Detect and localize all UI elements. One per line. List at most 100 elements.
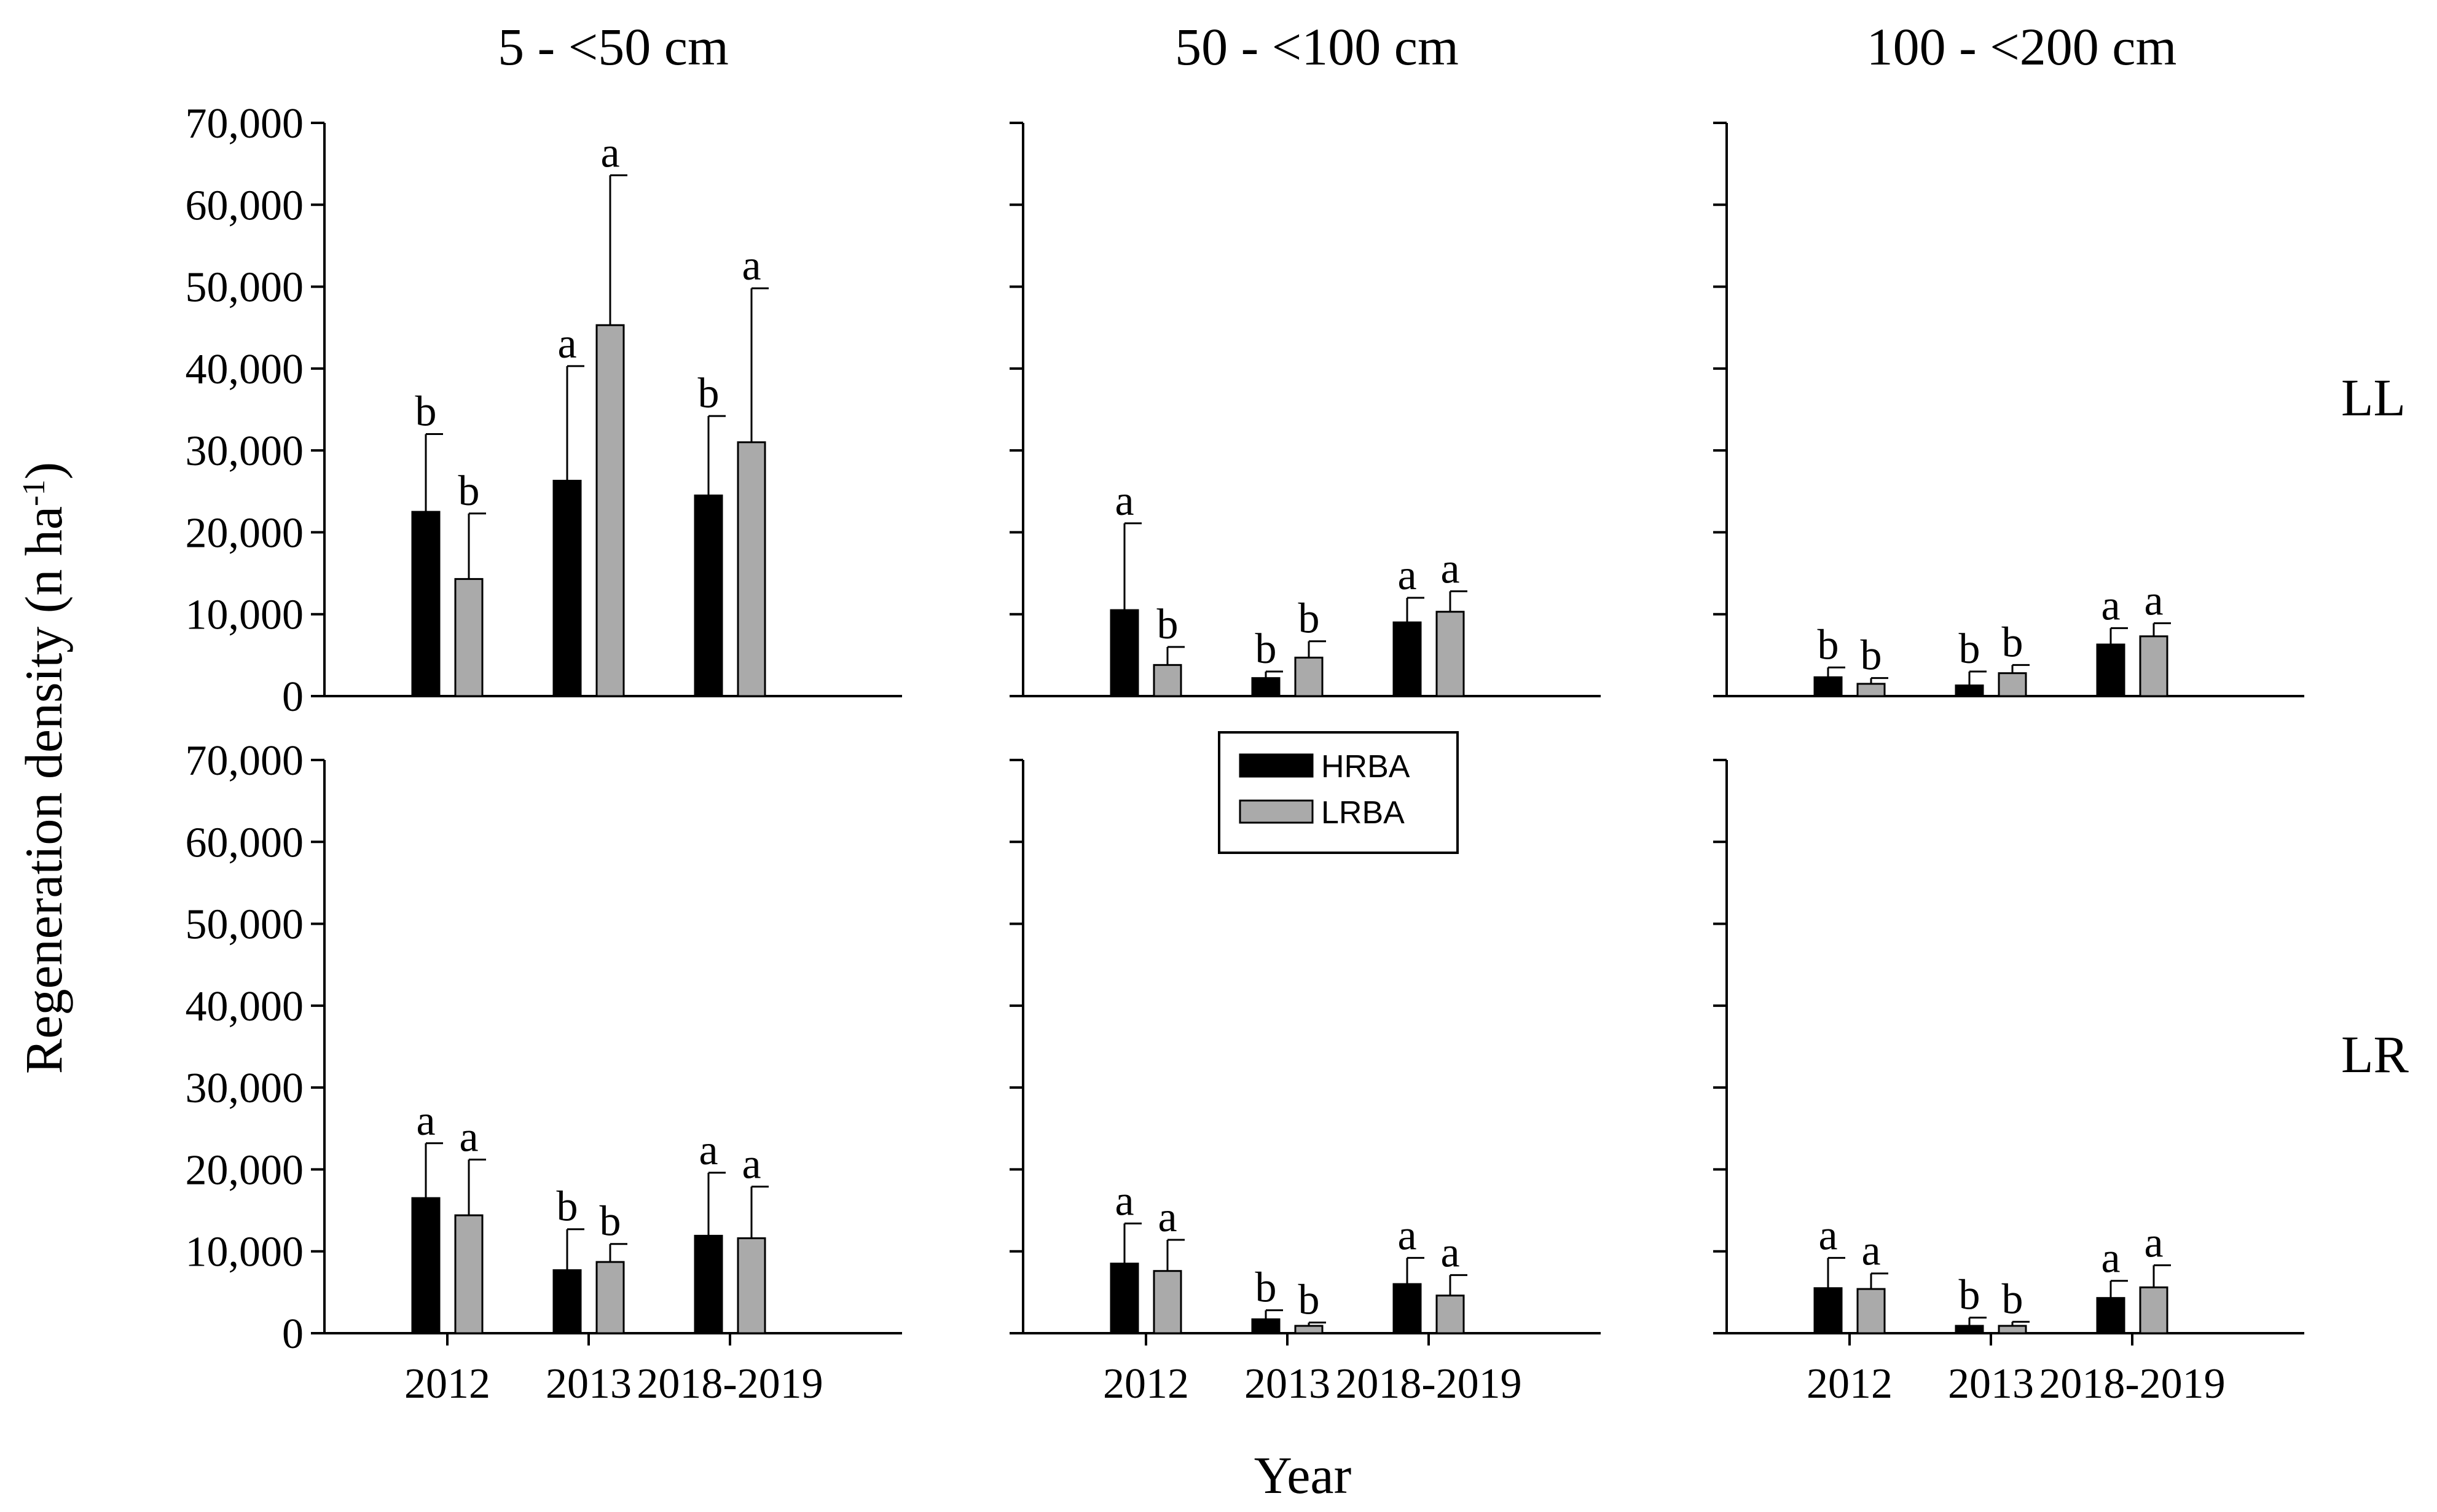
bar-lrba-2013 [1294,656,1324,697]
x-tick-label: 2013 [546,1360,632,1408]
significance-letter: b [1959,1272,1980,1319]
x-tick-label: 2018-2019 [637,1360,823,1408]
y-tick-label: 40,000 [186,983,304,1030]
significance-letter: a [742,1140,761,1188]
panel-r1c0: 0 10,000 20,000 30,000 40,000 50,000 60,000 70,… [186,737,902,1408]
significance-letter: b [415,388,437,435]
column-titles: 5 - <50 cm 50 - <100 cm 100 - <200 cm [498,17,2176,76]
significance-letter: a [699,1127,718,1174]
legend-label-lrba: LRBA [1321,795,1405,831]
bar-lrba-2018-2019 [1435,1295,1465,1334]
bar-hrba-2018-2019 [2096,643,2125,697]
significance-letter: b [2002,1275,2023,1323]
column-title-2: 50 - <100 cm [1175,17,1459,76]
bar-lrba-2012 [454,1214,484,1334]
significance-letter: a [1861,1228,1880,1275]
significance-letter: a [1397,552,1416,599]
bar-hrba-2012 [1813,676,1843,697]
significance-letter: b [557,1183,578,1231]
panel-r0c0: 0 10,000 20,000 30,000 40,000 50,000 60,000 70,… [186,100,902,721]
significance-letter: a [416,1097,435,1145]
bar-hrba-2013 [1955,684,1984,697]
bar-hrba-2012 [1813,1287,1843,1334]
y-axis-label-end: ) [14,462,73,480]
significance-letter: b [1818,621,1839,668]
bar-lrba-2013 [1998,672,2027,697]
bar-hrba-2012 [1110,609,1139,697]
x-tick-label: 2013 [1244,1360,1330,1408]
y-tick-label: 50,000 [186,264,304,311]
x-tick-label: 2012 [404,1360,490,1408]
significance-letter: a [459,1113,478,1161]
bar-lrba-2013 [595,324,625,697]
significance-letter: a [1397,1212,1416,1259]
legend-box [1218,731,1459,854]
bar-lrba-2013 [595,1261,625,1334]
bar-hrba-2013 [552,479,582,697]
bar-lrba-2018-2019 [737,1237,766,1334]
significance-letter: b [1255,625,1277,673]
y-tick-label: 10,000 [186,1229,304,1276]
significance-letter: a [600,129,619,176]
legend: HRBA LRBA [1218,731,1459,854]
y-tick-label: 20,000 [186,509,304,557]
bar-hrba-2013 [552,1269,582,1334]
bar-hrba-2018-2019 [2096,1297,2125,1334]
significance-letter: a [1818,1212,1837,1259]
legend-label-hrba: HRBA [1321,749,1410,785]
y-tick-label: 20,000 [186,1146,304,1194]
significance-letter: b [1255,1264,1277,1312]
bar-hrba-2013 [1251,677,1281,697]
significance-letter: b [698,370,720,417]
legend-swatch-hrba [1239,753,1314,778]
x-tick-label: 2018-2019 [2039,1360,2225,1408]
y-tick-label: 60,000 [186,819,304,866]
significance-letter: b [1959,625,1980,673]
y-axis-label: Regeneration density (n ha-1) [14,462,73,1074]
y-tick-label: 30,000 [186,428,304,475]
significance-letter: a [2144,577,2163,624]
bar-lrba-2018-2019 [737,441,766,697]
y-axis-label-main: Regeneration density (n ha [14,506,73,1074]
y-tick-label: 50,000 [186,901,304,949]
panel-r0c2: b b b ba a [1713,122,2304,697]
y-tick-label: 40,000 [186,346,304,393]
y-tick-label: 60,000 [186,182,304,229]
bar-lrba-2018-2019 [2139,1286,2168,1334]
significance-letter: a [742,242,761,289]
bar-lrba-2018-2019 [1435,611,1465,697]
bar-hrba-2013 [1251,1318,1281,1334]
column-title-3: 100 - <200 cm [1867,17,2177,76]
panels: 0 10,000 20,000 30,000 40,000 50,000 60,000 70,… [186,100,2304,1408]
significance-letter: a [1115,1177,1134,1224]
y-tick-label: 0 [282,1310,304,1358]
significance-letter: a [1115,477,1134,525]
bar-lrba-2012 [1153,1270,1182,1334]
significance-letter: b [1298,595,1320,643]
bar-hrba-2018-2019 [1392,1283,1422,1334]
row-labels: LL LR [2341,368,2409,1084]
bar-hrba-2018-2019 [1392,621,1422,697]
significance-letter: a [2101,582,2120,629]
y-tick-label: 10,000 [186,592,304,639]
x-tick-label: 2018-2019 [1335,1360,1521,1408]
x-tick-label: 2012 [1807,1360,1893,1408]
legend-swatch-lrba [1239,799,1314,824]
significance-letter: a [557,320,576,367]
significance-letter: a [2144,1219,2163,1266]
bar-lrba-2012 [1153,664,1182,697]
y-tick-label: 0 [282,673,304,721]
bar-hrba-2012 [1110,1263,1139,1334]
bar-lrba-2013 [1998,1325,2027,1334]
bar-lrba-2012 [454,578,484,697]
significance-letter: b [1157,601,1179,648]
significance-letter: b [2002,619,2023,666]
significance-letter: b [1298,1277,1320,1324]
bar-hrba-2012 [411,511,441,697]
significance-letter: a [1440,1229,1459,1276]
significance-letter: a [1158,1194,1177,1241]
